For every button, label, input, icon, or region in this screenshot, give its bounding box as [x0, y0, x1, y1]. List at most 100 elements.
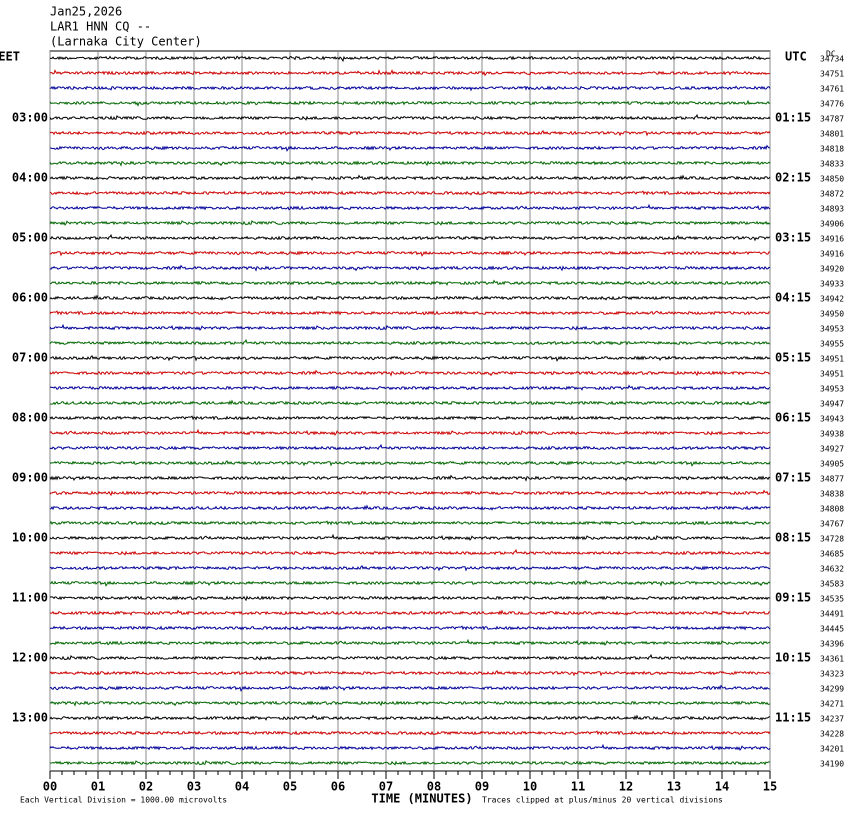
trace	[49, 443, 771, 451]
right-time: 11:15	[775, 711, 811, 725]
trace	[49, 460, 771, 467]
footnote-right: Traces clipped at plus/minus 20 vertical…	[482, 796, 723, 805]
right-time: 10:15	[775, 651, 811, 665]
dc-value: 34535	[820, 595, 844, 604]
x-tick-label: 08	[427, 780, 441, 794]
trace	[49, 415, 771, 421]
dc-value: 34228	[820, 730, 844, 739]
dc-value: 34728	[820, 535, 844, 544]
dc-value: 34583	[820, 580, 844, 589]
trace	[49, 474, 771, 482]
dc-value: 34361	[820, 655, 844, 664]
trace	[49, 609, 771, 616]
dc-value: 34833	[820, 160, 844, 169]
dc-value: 34916	[820, 250, 844, 259]
trace	[49, 520, 771, 526]
dc-value: 34927	[820, 445, 844, 454]
trace	[49, 595, 771, 602]
left-time: 12:00	[12, 651, 48, 665]
trace	[49, 323, 771, 331]
trace	[49, 428, 771, 436]
trace	[49, 130, 771, 137]
trace	[49, 504, 771, 511]
dc-value: 34850	[820, 175, 844, 184]
dc-value: 34776	[820, 100, 844, 109]
right-zone: UTC	[785, 50, 807, 64]
x-tick-label: 12	[619, 780, 633, 794]
x-tick-label: 15	[763, 780, 777, 794]
trace	[49, 533, 771, 541]
dc-value: 34951	[820, 355, 844, 364]
trace	[49, 160, 771, 167]
trace	[49, 548, 771, 556]
dc-value: 34955	[820, 340, 844, 349]
x-tick-label: 06	[331, 780, 345, 794]
left-time: 05:00	[12, 231, 48, 245]
dc-title: DC	[826, 50, 836, 59]
dc-value: 34951	[820, 370, 844, 379]
trace	[49, 233, 771, 242]
dc-value: 34801	[820, 130, 844, 139]
dc-value: 34734	[820, 55, 844, 64]
trace	[49, 760, 770, 766]
header-date: Jan25,2026	[50, 5, 122, 19]
trace	[49, 670, 771, 677]
dc-value: 34445	[820, 625, 844, 634]
left-time: 03:00	[12, 111, 48, 125]
trace	[49, 310, 771, 316]
header-location: (Larnaka City Center)	[50, 35, 202, 49]
trace	[49, 294, 771, 301]
dc-value: 34751	[820, 70, 844, 79]
dc-value: 34323	[820, 670, 844, 679]
header-station: LAR1 HNN CQ --	[50, 20, 151, 34]
trace	[49, 203, 771, 211]
trace	[49, 565, 771, 572]
trace	[49, 355, 771, 362]
right-time: 05:15	[775, 351, 811, 365]
x-tick-label: 10	[523, 780, 537, 794]
dc-value: 34893	[820, 205, 844, 214]
trace	[49, 653, 770, 661]
dc-value: 34905	[820, 460, 844, 469]
trace	[49, 279, 771, 286]
right-time: 07:15	[775, 471, 811, 485]
dc-value: 34953	[820, 385, 844, 394]
dc-value: 34943	[820, 415, 844, 424]
left-time: 09:00	[12, 471, 48, 485]
left-time: 13:00	[12, 711, 48, 725]
left-zone: EET	[0, 50, 20, 64]
trace	[49, 625, 771, 631]
dc-value: 34953	[820, 325, 844, 334]
dc-value: 34299	[820, 685, 844, 694]
dc-value: 34950	[820, 310, 844, 319]
trace	[49, 264, 771, 272]
trace	[49, 684, 771, 692]
trace	[49, 714, 771, 721]
left-time: 06:00	[12, 291, 48, 305]
trace	[49, 579, 771, 587]
footnote-left: Each Vertical Division = 1000.00 microvo…	[20, 796, 227, 805]
dc-value: 34838	[820, 490, 844, 499]
dc-value: 34632	[820, 565, 844, 574]
x-tick-label: 07	[379, 780, 393, 794]
dc-value: 34396	[820, 640, 844, 649]
trace	[49, 190, 771, 196]
trace	[49, 638, 771, 646]
x-tick-label: 11	[571, 780, 585, 794]
right-time: 02:15	[775, 171, 811, 185]
dc-value: 34942	[820, 295, 844, 304]
right-time: 09:15	[775, 591, 811, 605]
dc-value: 34761	[820, 85, 844, 94]
dc-value: 34271	[820, 700, 844, 709]
dc-value: 34916	[820, 235, 844, 244]
x-tick-label: 04	[235, 780, 249, 794]
dc-value: 34767	[820, 520, 844, 529]
trace	[49, 174, 771, 181]
right-time: 03:15	[775, 231, 811, 245]
trace	[49, 369, 771, 377]
trace	[49, 113, 771, 121]
trace	[49, 489, 771, 497]
dc-value: 34685	[820, 550, 844, 559]
trace	[49, 68, 771, 77]
